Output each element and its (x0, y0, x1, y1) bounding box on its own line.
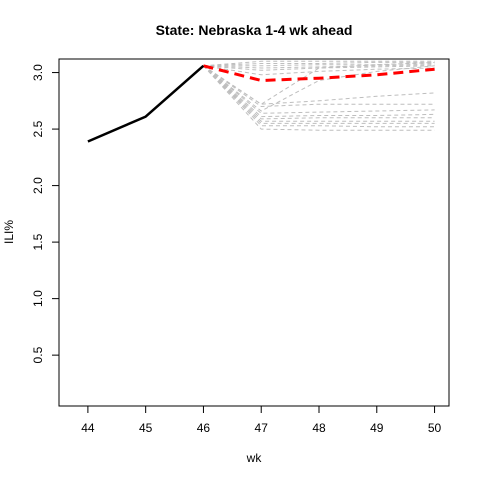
forecast-line-group (203, 64, 435, 83)
ensemble-line (203, 65, 435, 118)
ensemble-line (203, 65, 435, 131)
x-tick-label: 48 (312, 421, 326, 435)
x-axis-label: wk (246, 451, 263, 465)
x-tick-label: 50 (428, 421, 442, 435)
y-tick-label: 3.0 (31, 64, 45, 81)
ensemble-line (203, 61, 435, 67)
ensemble-line (203, 65, 435, 76)
ensemble-line (203, 65, 435, 120)
x-tick-label: 44 (81, 421, 95, 435)
forecast-line (203, 64, 435, 83)
ensemble-line (203, 64, 435, 69)
y-tick-label: 0.5 (31, 346, 45, 363)
observed-line-group (87, 64, 205, 143)
ensemble-lines (203, 60, 435, 131)
observed-line (87, 64, 205, 143)
x-tick-label: 47 (255, 421, 269, 435)
x-tick-label: 45 (139, 421, 153, 435)
x-tick-label: 49 (370, 421, 384, 435)
ensemble-line (203, 65, 435, 108)
ensemble-line (203, 65, 435, 128)
y-axis: 0.5 1.0 1.5 2.0 2.5 3.0 (31, 64, 59, 363)
x-axis: 44 45 46 47 48 49 50 (81, 406, 442, 435)
plot-frame (58, 58, 450, 407)
y-tick-label: 1.5 (31, 233, 45, 250)
y-tick-label: 1.0 (31, 290, 45, 307)
ensemble-line (203, 65, 435, 114)
y-tick-label: 2.0 (31, 177, 45, 194)
y-axis-label: ILI% (2, 220, 16, 244)
x-tick-label: 46 (197, 421, 211, 435)
y-tick-label: 2.5 (31, 120, 45, 137)
ensemble-line (203, 65, 435, 105)
chart-title: State: Nebraska 1-4 wk ahead (156, 22, 353, 38)
ensemble-line (203, 65, 435, 71)
ensemble-line (203, 63, 435, 67)
ensemble-line (203, 60, 435, 67)
